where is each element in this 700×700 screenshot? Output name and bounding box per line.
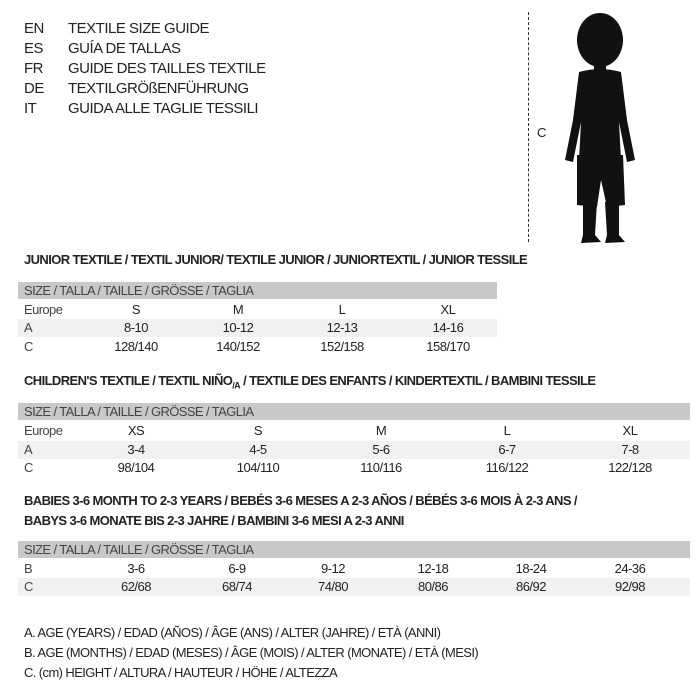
table-cell: 7-8 [621,442,639,457]
lang-title: GUIDA ALLE TAGLIE TESSILI [68,100,259,117]
table-cell: M [232,302,244,317]
size-header: SIZE / TALLA / TAILLE / GRÖSSE / TAGLIA [24,542,254,557]
legend-item: B. AGE (MONTHS) / EDAD (MESES) / ÂGE (MO… [24,645,479,660]
table-cell: XL [440,302,456,317]
table-cell: 14-16 [432,320,464,335]
title-part: / TEXTILE DES ENFANTS / KINDERTEXTIL / B… [240,373,596,388]
table-cell: 80/86 [417,579,449,594]
table-cell: 122/128 [608,460,652,475]
child-silhouette-icon [565,13,635,243]
table-cell: 6-9 [228,561,246,576]
table-cell: 98/104 [117,460,155,475]
row-label: Europe [24,302,63,317]
size-header-bar [18,403,690,420]
section-title: BABIES 3-6 MONTH TO 2-3 YEARS / BEBÉS 3-… [24,493,578,508]
table-cell: 12-13 [326,320,358,335]
lang-code: EN [24,20,44,37]
table-cell: 3-6 [127,561,145,576]
size-header-bar [18,282,497,299]
table-cell: 104/110 [236,460,280,475]
table-cell: 128/140 [114,339,158,354]
table-cell: S [253,423,263,438]
lang-code: ES [24,40,44,57]
row-label: C [24,579,33,594]
table-cell: L [503,423,511,438]
table-cell: S [131,302,141,317]
lang-title: GUIDE DES TAILLES TEXTILE [68,60,266,77]
title-part: CHILDREN'S TEXTILE / TEXTIL NIÑO [24,373,233,388]
table-cell: 116/122 [485,460,529,475]
table-cell: 110/116 [360,460,402,475]
lang-title: GUÍA DE TALLAS [68,40,181,57]
height-dashed-line [528,12,529,242]
table-cell: 3-4 [127,442,145,457]
row-label: Europe [24,423,63,438]
table-cell: 24-36 [614,561,646,576]
title-sub: /A [232,380,241,391]
row-label: B [24,561,33,576]
height-label: C [537,125,546,140]
legend-item: A. AGE (YEARS) / EDAD (AÑOS) / ÂGE (ANS)… [24,625,441,640]
table-cell: L [338,302,346,317]
row-label: C [24,339,33,354]
size-header-bar [18,541,690,558]
lang-title: TEXTILE SIZE GUIDE [68,20,210,37]
row-stripe [18,441,690,459]
section-title: BABYS 3-6 MONATE BIS 2-3 JAHRE / BAMBINI… [24,513,404,528]
table-cell: 5-6 [372,442,390,457]
lang-code: DE [24,80,44,97]
lang-code: FR [24,60,44,77]
row-label: C [24,460,33,475]
table-cell: 92/98 [614,579,646,594]
table-cell: M [375,423,387,438]
table-cell: 86/92 [515,579,547,594]
table-cell: 4-5 [249,442,267,457]
section-title: JUNIOR TEXTILE / TEXTIL JUNIOR/ TEXTILE … [24,252,528,267]
table-cell: 9-12 [320,561,346,576]
table-cell: 18-24 [515,561,547,576]
table-cell: 140/152 [216,339,260,354]
lang-title: TEXTILGRÖßENFÜHRUNG [68,80,249,97]
table-cell: 6-7 [498,442,516,457]
table-cell: 68/74 [221,579,253,594]
size-header: SIZE / TALLA / TAILLE / GRÖSSE / TAGLIA [24,283,254,298]
legend-item: C. (cm) HEIGHT / ALTURA / HAUTEUR / HÖHE… [24,665,338,680]
table-cell: 10-12 [222,320,254,335]
table-cell: XS [127,423,145,438]
table-cell: 62/68 [120,579,152,594]
lang-code: IT [24,100,37,117]
table-cell: 152/158 [320,339,364,354]
table-cell: 158/170 [426,339,470,354]
table-cell: 74/80 [317,579,349,594]
row-label: A [24,442,33,457]
section-title: CHILDREN'S TEXTILE / TEXTIL NIÑO/A / TEX… [24,373,596,391]
table-cell: 12-18 [417,561,449,576]
size-header: SIZE / TALLA / TAILLE / GRÖSSE / TAGLIA [24,404,254,419]
table-cell: XL [622,423,638,438]
table-cell: 8-10 [123,320,149,335]
row-stripe [18,319,497,337]
row-stripe [18,578,690,596]
row-label: A [24,320,33,335]
